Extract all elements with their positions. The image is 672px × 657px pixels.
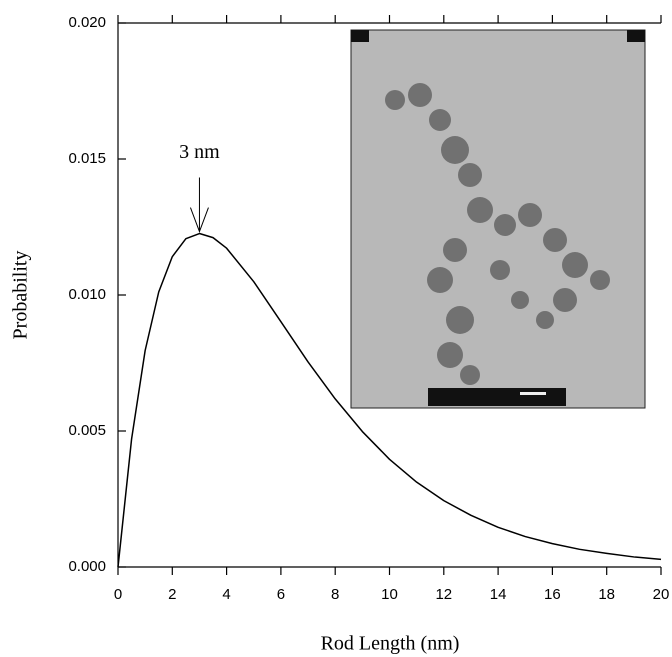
x-tick-label: 16	[544, 586, 561, 603]
x-tick-label: 12	[435, 586, 452, 603]
x-axis-title: Rod Length (nm)	[321, 633, 460, 655]
annotation: 3 nm	[179, 141, 220, 163]
inset-image	[350, 29, 646, 409]
y-tick-label: 0.020	[68, 14, 106, 31]
x-tick-label: 8	[331, 586, 339, 603]
x-tick-label: 14	[490, 586, 507, 603]
x-tick-label: 4	[222, 586, 230, 603]
y-axis-title: Probability	[10, 251, 32, 340]
y-tick-label: 0.000	[68, 558, 106, 575]
x-tick-label: 10	[381, 586, 398, 603]
x-tick-label: 18	[598, 586, 615, 603]
y-tick-label: 0.015	[68, 150, 106, 167]
line-series	[117, 232, 662, 568]
x-tick-label: 2	[168, 586, 176, 603]
x-tick-label: 20	[653, 586, 670, 603]
y-tick-label: 0.005	[68, 422, 106, 439]
annotation-arrow	[189, 177, 209, 233]
x-tick-label: 0	[114, 586, 122, 603]
x-tick-label: 6	[277, 586, 285, 603]
y-tick-label: 0.010	[68, 286, 106, 303]
